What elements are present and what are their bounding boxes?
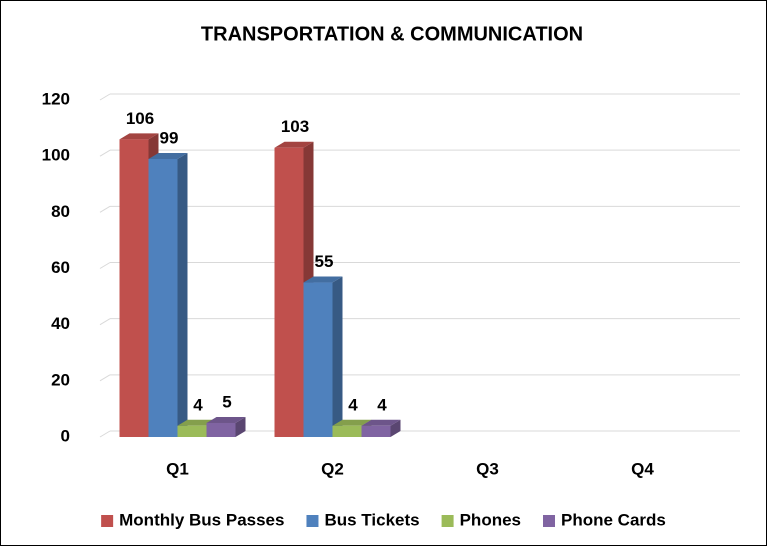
bar-front: [274, 147, 304, 437]
data-label: 55: [315, 252, 334, 271]
grid-line-depth: [99, 149, 111, 157]
y-tick-label: 0: [61, 426, 70, 445]
bar-top: [274, 141, 314, 148]
grid-line-depth: [99, 205, 111, 213]
data-label: 4: [348, 395, 358, 414]
bar-front: [361, 425, 391, 437]
x-tick-label: Q2: [321, 459, 344, 478]
data-label: 5: [222, 392, 231, 411]
chart-title: TRANSPORTATION & COMMUNICATION: [201, 23, 583, 45]
bar-top: [206, 416, 246, 423]
bar-side: [390, 419, 401, 437]
data-label: 99: [160, 128, 179, 147]
bar-side: [332, 276, 343, 437]
legend-swatch: [441, 515, 454, 527]
bar: [361, 419, 401, 437]
bar-top: [119, 133, 159, 140]
grid-line-depth: [99, 262, 111, 269]
legend-swatch: [306, 515, 319, 527]
y-tick-label: 60: [51, 258, 70, 277]
legend-label: Bus Tickets: [324, 510, 419, 529]
bar: [206, 416, 246, 437]
y-tick-label: 120: [42, 89, 70, 108]
bar-front: [119, 139, 149, 438]
grid-line-depth: [99, 374, 111, 382]
bar-top: [332, 419, 372, 426]
grid-line-depth: [99, 430, 111, 438]
legend-label: Monthly Bus Passes: [119, 510, 284, 529]
bar: [274, 141, 314, 437]
data-label: 106: [126, 109, 154, 128]
bar-front: [206, 422, 236, 437]
bar-front: [148, 158, 178, 437]
legend-swatch: [543, 515, 555, 527]
bar-top: [361, 419, 401, 426]
y-tick-label: 80: [51, 202, 70, 221]
x-tick-label: Q1: [166, 459, 189, 478]
data-label: 4: [377, 395, 387, 414]
bar-top: [303, 276, 343, 283]
legend-label: Phones: [460, 510, 521, 529]
bar-side: [177, 152, 188, 437]
y-tick-label: 40: [51, 314, 70, 333]
x-tick-label: Q4: [631, 459, 654, 478]
bar-front: [332, 425, 362, 437]
legend-swatch: [101, 515, 114, 527]
y-tick-label: 20: [51, 370, 70, 389]
data-label: 103: [281, 117, 309, 136]
data-label: 4: [193, 395, 203, 414]
bar: [148, 152, 188, 437]
legend-label: Phone Cards: [561, 510, 666, 529]
bar: [303, 276, 343, 437]
grid-line-depth: [99, 318, 111, 326]
bar-front: [177, 425, 207, 437]
bar-side: [235, 416, 246, 437]
grid-line-depth: [99, 93, 111, 101]
bar-top: [148, 152, 188, 159]
bar-front: [303, 282, 333, 437]
y-tick-label: 100: [42, 146, 70, 165]
x-tick-label: Q3: [476, 459, 499, 478]
